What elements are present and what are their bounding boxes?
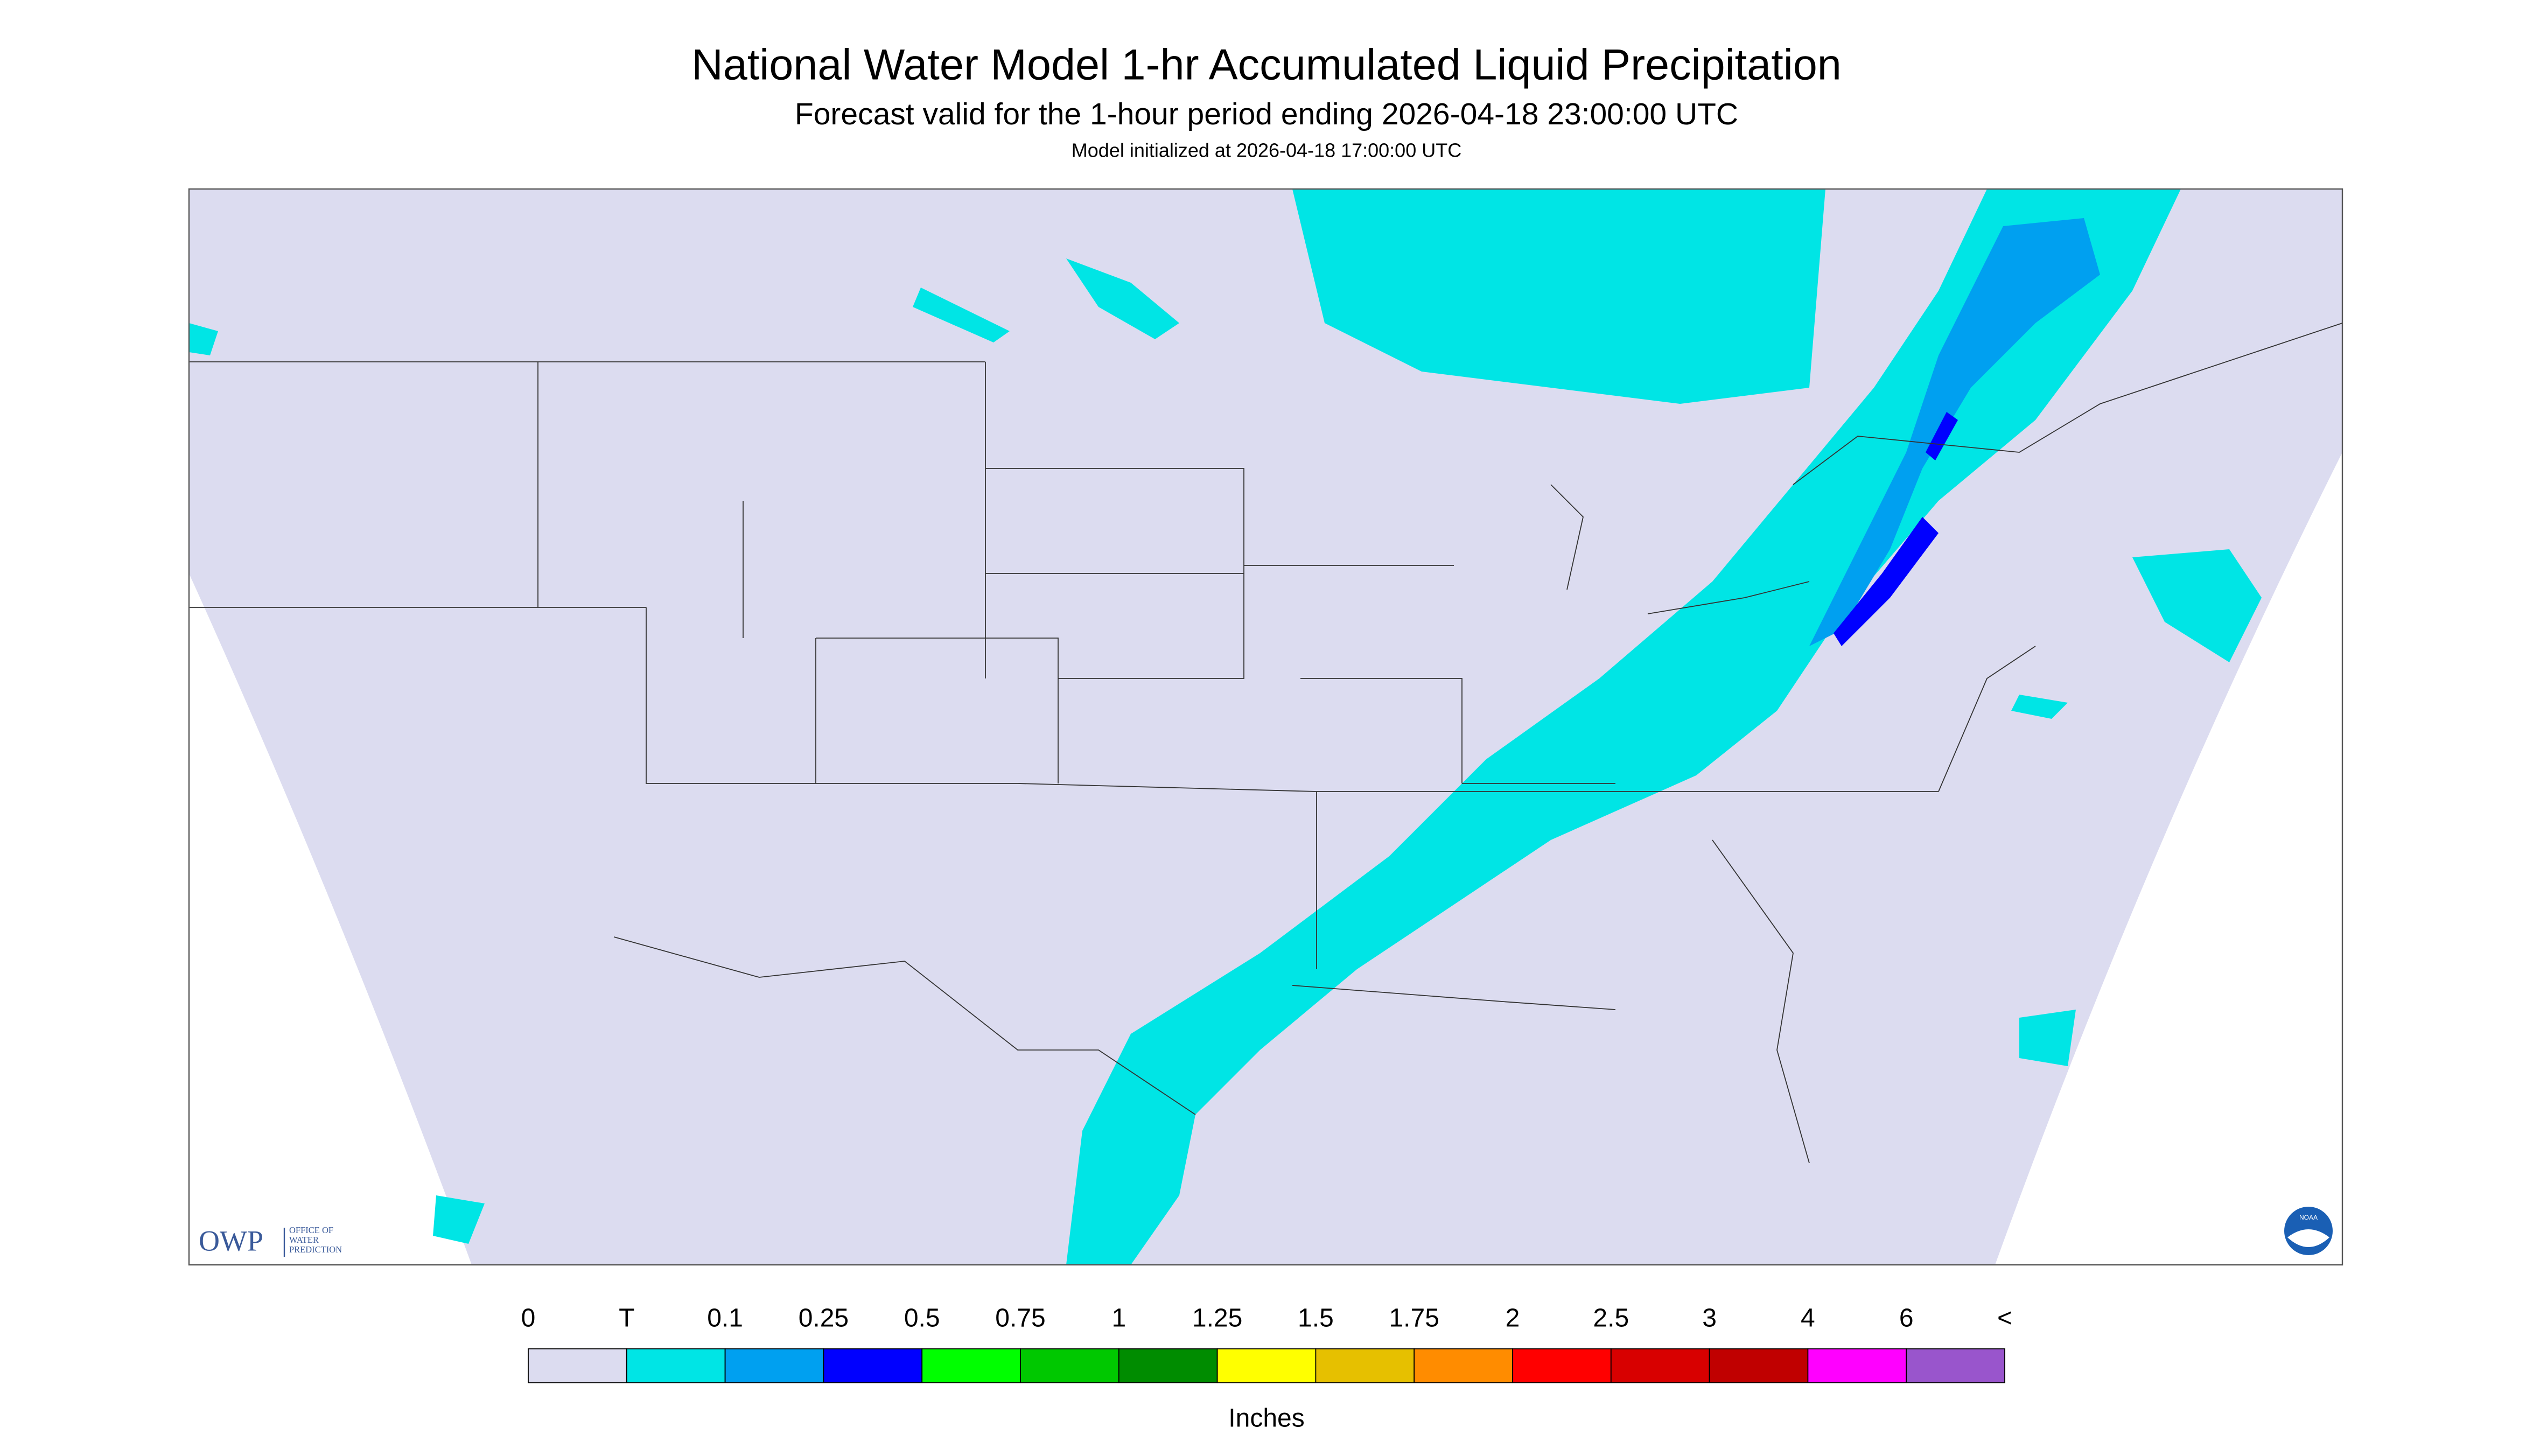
colorbar-label: 4: [1801, 1304, 1815, 1333]
owp-logo-line: OFFICE OF: [289, 1225, 333, 1235]
colorbar-box: [1315, 1348, 1415, 1383]
colorbar-box: [1906, 1348, 2005, 1383]
colorbar-label: 1: [1111, 1304, 1126, 1333]
subtitle: Forecast valid for the 1-hour period end…: [795, 97, 1738, 131]
colorbar-label: 2: [1506, 1304, 1520, 1333]
outside-domain: [189, 573, 472, 1265]
colorbar-box: [1807, 1348, 1907, 1383]
colorbar-unit: Inches: [1228, 1404, 1304, 1433]
colorbar-label: 6: [1899, 1304, 1914, 1333]
colorbar-box: [1118, 1348, 1218, 1383]
colorbar-label: <: [1997, 1304, 2012, 1333]
owp-logo-line: PREDICTION: [289, 1244, 342, 1255]
boundaries: [189, 323, 2342, 1164]
colorbar-label: 0.5: [904, 1304, 940, 1333]
colorbar-box: [1512, 1348, 1612, 1383]
colorbar-label: T: [619, 1304, 634, 1333]
colorbar-label: 0.1: [707, 1304, 743, 1333]
colorbar-box: [626, 1348, 726, 1383]
precip-moderate: [1834, 412, 1958, 647]
outside-domain: [1995, 452, 2342, 1265]
title: National Water Model 1-hr Accumulated Li…: [691, 40, 1842, 89]
colorbar-label: 0.25: [799, 1304, 849, 1333]
noaa-logo-wave: [2287, 1229, 2329, 1248]
precip-trace: [189, 189, 2262, 1265]
colorbar-label: 1.25: [1192, 1304, 1242, 1333]
precip-light: [1809, 218, 2100, 647]
colorbar-box: [921, 1348, 1021, 1383]
colorbar-label: 0: [521, 1304, 536, 1333]
noaa-logo-text: NOAA: [2299, 1214, 2318, 1221]
colorbar-box: [528, 1348, 627, 1383]
colorbar-box: [1216, 1348, 1317, 1383]
colorbar-label: 0.75: [995, 1304, 1045, 1333]
colorbar-label: 2.5: [1593, 1304, 1629, 1333]
colorbar-box: [1414, 1348, 1513, 1383]
colorbar-label: 3: [1702, 1304, 1717, 1333]
colorbar-label: 1.75: [1389, 1304, 1439, 1333]
map-frame: [188, 188, 2343, 1266]
colorbar-box: [1020, 1348, 1119, 1383]
colorbar: 0 T 0.1 0.25 0.5 0.75 1 1.25 1.5 1.75 2 2.5 3 4 6 <: [521, 1304, 2012, 1383]
colorbar-label: 1.5: [1298, 1304, 1334, 1333]
owp-logo-line: WATER: [289, 1235, 319, 1245]
colorbar-box: [1610, 1348, 1710, 1383]
owp-logo: OWP: [199, 1224, 263, 1257]
colorbar-box: [724, 1348, 824, 1383]
init-time: Model initialized at 2026-04-18 17:00:00…: [1072, 139, 1461, 162]
colorbar-box: [823, 1348, 923, 1383]
colorbar-box: [1709, 1348, 1809, 1383]
